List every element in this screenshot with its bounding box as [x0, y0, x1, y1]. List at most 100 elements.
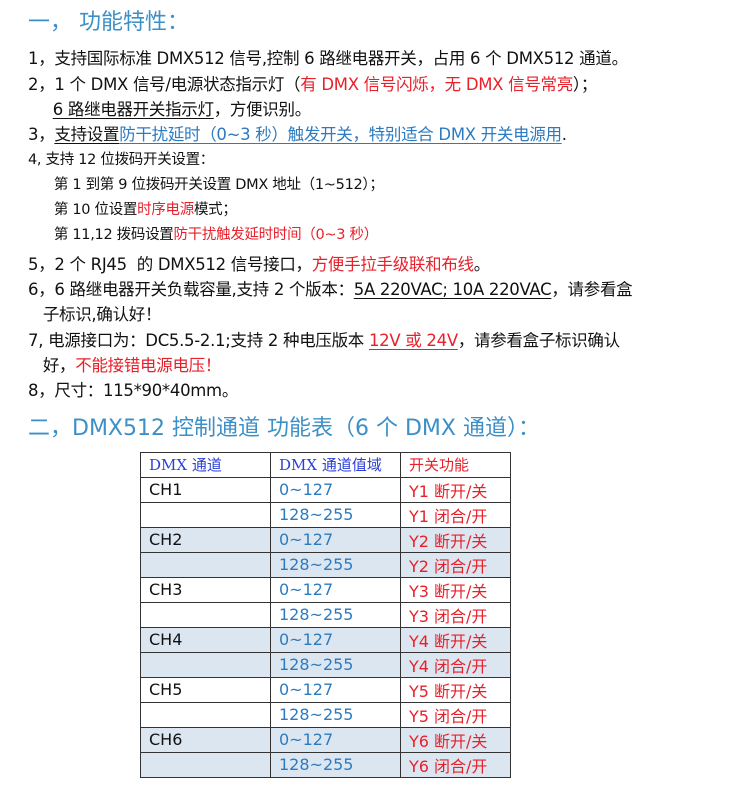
channel-cell — [140, 551, 271, 578]
value-range-cell: 128~255 — [270, 601, 401, 628]
text-segment: 8，尺寸：115*90*40mm。 — [28, 381, 239, 400]
text-segment: 第 10 位设置 — [28, 202, 138, 218]
text-segment: 子标识,确认好！ — [28, 305, 162, 324]
channel-cell — [140, 701, 271, 728]
text-segment: . — [561, 125, 567, 144]
channel-cell — [140, 751, 271, 778]
function-cell: Y2 断开/关 — [400, 526, 511, 553]
text-segment: 防干扰延时（0~3 秒）触发开关，特别适合 DMX 开关电源用 — [119, 125, 562, 144]
text-segment: 5，2 个 RJ45 的 DMX512 信号接口， — [28, 255, 312, 274]
header-channel: DMX 通道 — [140, 452, 271, 478]
header-value-range: DMX 通道值域 — [270, 452, 401, 478]
text-segment: ）； — [572, 75, 598, 94]
text-segment: ，请参看盒 — [551, 280, 633, 299]
function-cell: Y5 闭合/开 — [400, 701, 511, 728]
text-segment: 有 DMX 信号闪烁，无 DMX 信号常亮 — [300, 75, 573, 94]
feature-line: 1，支持国际标准 DMX512 信号,控制 6 路继电器开关，占用 6 个 DM… — [28, 45, 628, 69]
section1-title: 一， 功能特性： — [28, 10, 189, 35]
feature-line: 第 10 位设置时序电源模式； — [28, 198, 237, 219]
text-segment — [28, 100, 53, 119]
text-segment: 第 1 到第 9 位拨码开关设置 DMX 地址（1~512）； — [28, 177, 384, 193]
feature-line: 6 路继电器开关指示灯，方便识别。 — [28, 96, 311, 120]
value-range-cell: 128~255 — [270, 701, 401, 728]
value-range-cell: 0~127 — [270, 576, 401, 603]
channel-cell: CH5 — [140, 676, 271, 703]
table-row: CH5 0~127 Y5 断开/关 — [140, 676, 511, 703]
function-cell: Y3 闭合/开 — [400, 601, 511, 628]
function-cell: Y2 闭合/开 — [400, 551, 511, 578]
text-segment: 4, 支持 12 位拨码开关设置： — [28, 152, 215, 168]
channel-cell: CH4 — [140, 626, 271, 653]
function-cell: Y6 断开/关 — [400, 726, 511, 753]
feature-line: 5，2 个 RJ45 的 DMX512 信号接口，方便手拉手级联和布线。 — [28, 251, 490, 275]
table-row: CH2 0~127 Y2 断开/关 — [140, 526, 511, 553]
value-range-cell: 0~127 — [270, 526, 401, 553]
function-cell: Y4 闭合/开 — [400, 651, 511, 678]
text-segment: 12V 或 24V — [368, 331, 458, 350]
text-segment: 5A 220VAC; 10A 220VAC — [353, 280, 552, 299]
function-cell: Y4 断开/关 — [400, 626, 511, 653]
value-range-cell: 0~127 — [270, 476, 401, 503]
feature-line: 好，不能接错电源电压！ — [28, 352, 222, 376]
function-cell: Y1 断开/关 — [400, 476, 511, 503]
text-segment: 6，6 路继电器开关负载容量,支持 2 个版本： — [28, 280, 354, 299]
feature-line: 6，6 路继电器开关负载容量,支持 2 个版本：5A 220VAC; 10A 2… — [28, 276, 633, 300]
value-range-cell: 0~127 — [270, 626, 401, 653]
text-segment: 时序电源 — [137, 202, 194, 218]
text-segment: 模式； — [193, 202, 237, 218]
text-segment: 不能接错电源电压！ — [75, 356, 222, 375]
table-row: CH1 0~127 Y1 断开/关 — [140, 476, 511, 503]
channel-cell: CH1 — [140, 476, 271, 503]
text-segment: 7, 电源接口为：DC5.5-2.1;支持 2 种电压版本 — [28, 331, 369, 350]
table-row: 128~255 Y5 闭合/开 — [140, 701, 511, 728]
text-segment: 防干扰触发延时时间（0~3 秒） — [173, 227, 378, 243]
text-segment: 支持设置 — [54, 125, 120, 144]
value-range-cell: 128~255 — [270, 551, 401, 578]
feature-line: 8，尺寸：115*90*40mm。 — [28, 377, 238, 401]
text-segment: ，方便识别。 — [213, 100, 312, 119]
function-cell: Y6 闭合/开 — [400, 751, 511, 778]
text-segment: 3， — [28, 125, 55, 144]
channel-function-table: DMX 通道 DMX 通道值域 开关功能 CH1 0~127 Y1 断开/关 128~… — [140, 452, 511, 778]
feature-line: 3，支持设置防干扰延时（0~3 秒）触发开关，特别适合 DMX 开关电源用. — [28, 121, 567, 145]
channel-cell — [140, 651, 271, 678]
value-range-cell: 128~255 — [270, 651, 401, 678]
feature-line: 4, 支持 12 位拨码开关设置： — [28, 148, 214, 169]
value-range-cell: 0~127 — [270, 676, 401, 703]
table-row: 128~255 Y4 闭合/开 — [140, 651, 511, 678]
table-row: 128~255 Y2 闭合/开 — [140, 551, 511, 578]
feature-line: 7, 电源接口为：DC5.5-2.1;支持 2 种电压版本 12V 或 24V，… — [28, 327, 620, 351]
channel-cell — [140, 501, 271, 528]
text-segment: 。 — [473, 255, 491, 274]
function-cell: Y5 断开/关 — [400, 676, 511, 703]
channel-cell — [140, 601, 271, 628]
table-row: 128~255 Y1 闭合/开 — [140, 501, 511, 528]
table-header-row: DMX 通道 DMX 通道值域 开关功能 — [140, 452, 511, 478]
channel-cell: CH6 — [140, 726, 271, 753]
table-row: 128~255 Y3 闭合/开 — [140, 601, 511, 628]
section2-title: 二，DMX512 控制通道 功能表（6 个 DMX 通道）： — [28, 416, 540, 441]
header-function: 开关功能 — [400, 452, 511, 478]
text-segment: 1，支持国际标准 DMX512 信号,控制 6 路继电器开关，占用 6 个 DM… — [28, 49, 628, 68]
table-row: CH3 0~127 Y3 断开/关 — [140, 576, 511, 603]
feature-line: 第 11,12 拨码设置防干扰触发延时时间（0~3 秒） — [28, 223, 378, 244]
text-segment: ，请参看盒子标识确认 — [457, 331, 620, 350]
text-segment: 6 路继电器开关指示灯 — [52, 100, 214, 119]
text-segment: 好， — [28, 356, 76, 375]
table-row: 128~255 Y6 闭合/开 — [140, 751, 511, 778]
value-range-cell: 0~127 — [270, 726, 401, 753]
feature-line: 2，1 个 DMX 信号/电源状态指示灯（有 DMX 信号闪烁，无 DMX 信号… — [28, 71, 597, 95]
function-cell: Y3 断开/关 — [400, 576, 511, 603]
channel-cell: CH2 — [140, 526, 271, 553]
table-row: CH6 0~127 Y6 断开/关 — [140, 726, 511, 753]
text-segment: 第 11,12 拨码设置 — [28, 227, 174, 243]
function-cell: Y1 闭合/开 — [400, 501, 511, 528]
feature-line: 子标识,确认好！ — [28, 301, 162, 325]
feature-line: 第 1 到第 9 位拨码开关设置 DMX 地址（1~512）； — [28, 173, 384, 194]
value-range-cell: 128~255 — [270, 501, 401, 528]
table-row: CH4 0~127 Y4 断开/关 — [140, 626, 511, 653]
channel-cell: CH3 — [140, 576, 271, 603]
value-range-cell: 128~255 — [270, 751, 401, 778]
text-segment: 2，1 个 DMX 信号/电源状态指示灯（ — [28, 75, 301, 94]
text-segment: 方便手拉手级联和布线 — [311, 255, 474, 274]
